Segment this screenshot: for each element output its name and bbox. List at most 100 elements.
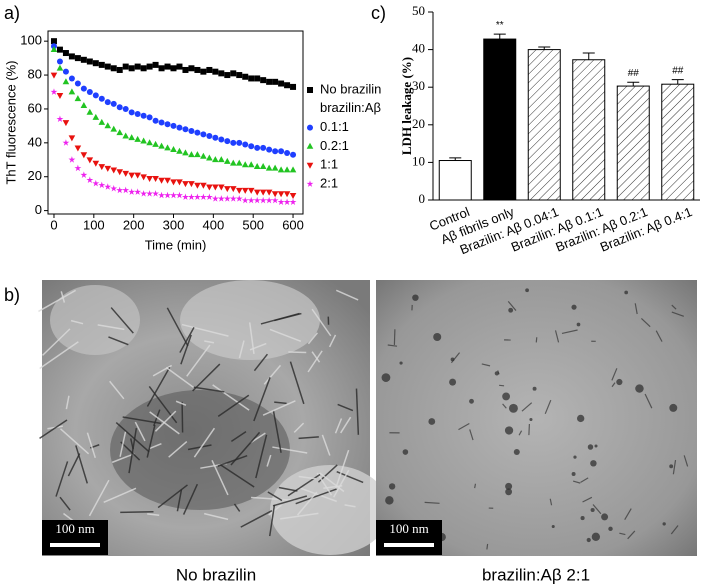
- data-point: [235, 187, 243, 194]
- fibril: [67, 453, 81, 477]
- fibril: [115, 421, 150, 453]
- bar: [438, 160, 472, 201]
- data-point: [122, 170, 129, 177]
- legend-title: brazilin:Aβ: [320, 100, 381, 115]
- fibril: [166, 307, 189, 347]
- particle: [502, 392, 510, 401]
- particle: [402, 449, 409, 455]
- data-point: [62, 50, 69, 57]
- image-caption: No brazilin: [176, 565, 256, 584]
- fibril: [269, 328, 302, 342]
- fibril: [335, 289, 359, 301]
- fibril: [59, 496, 71, 511]
- fibril: [293, 422, 305, 433]
- data-point: [289, 198, 297, 206]
- panel-label: b): [4, 285, 20, 305]
- fibril: [307, 350, 323, 373]
- fibril: [86, 432, 96, 459]
- x-axis-label: Time (min): [145, 237, 207, 252]
- data-point: [223, 157, 231, 164]
- data-point: [277, 166, 285, 173]
- data-point: [212, 156, 219, 163]
- data-point: [140, 65, 147, 72]
- bar: [572, 59, 606, 201]
- legend-marker: [306, 180, 314, 187]
- fibril: [88, 479, 110, 517]
- legend-label: 0.1:1: [320, 119, 349, 134]
- y-tick-label: 60: [28, 100, 42, 115]
- fibril: [110, 307, 134, 334]
- data-point: [260, 144, 267, 151]
- fibril: [219, 464, 255, 488]
- data-point: [212, 68, 219, 75]
- data-point: [253, 196, 261, 204]
- fibril: [344, 504, 356, 508]
- fibril: [240, 510, 273, 528]
- data-point: [271, 191, 279, 198]
- particle: [385, 496, 394, 505]
- fibril: [103, 487, 137, 503]
- data-point: [253, 162, 261, 169]
- data-point: [80, 56, 87, 63]
- fibril: [193, 386, 225, 393]
- data-point: [122, 186, 130, 194]
- data-point: [122, 105, 129, 112]
- fibril: [268, 504, 276, 537]
- fibril: [55, 461, 69, 497]
- fibril: [154, 410, 177, 432]
- fibril: [481, 363, 491, 367]
- fibril: [59, 428, 90, 455]
- fibril: [683, 455, 689, 467]
- legend-label: 0.2:1: [320, 138, 349, 153]
- fibril: [634, 303, 638, 315]
- particle: [669, 464, 674, 469]
- particle: [573, 455, 577, 459]
- data-point: [116, 186, 124, 194]
- particle: [608, 526, 613, 532]
- bar: [483, 38, 517, 201]
- y-tick-label: 0: [419, 191, 426, 206]
- data-point: [164, 63, 171, 70]
- axes: [432, 12, 700, 201]
- fibril: [268, 504, 282, 516]
- y-tick-label: 30: [412, 78, 425, 93]
- data-point: [146, 63, 153, 70]
- data-point: [224, 138, 231, 145]
- data-point: [80, 171, 88, 178]
- data-point: [158, 191, 165, 199]
- particle: [504, 426, 514, 435]
- data-point: [104, 165, 112, 172]
- fibril: [274, 401, 287, 405]
- fibril: [157, 484, 188, 509]
- data-point: [56, 92, 64, 99]
- data-point: [128, 134, 135, 141]
- data-point: [247, 187, 255, 194]
- particle: [508, 307, 514, 313]
- y-axis-label: LDH leakage (%): [399, 57, 414, 155]
- data-point: [254, 75, 261, 82]
- fibril: [187, 444, 212, 451]
- data-point: [68, 156, 76, 163]
- fibril: [611, 368, 618, 381]
- fibril: [298, 436, 319, 440]
- data-point: [158, 142, 165, 149]
- fibril: [334, 418, 343, 434]
- data-point: [104, 63, 111, 70]
- data-point: [98, 95, 105, 102]
- data-point: [110, 184, 118, 192]
- fibril: [580, 477, 589, 483]
- data-point: [182, 66, 189, 73]
- data-point: [146, 176, 153, 183]
- plot-frame: [47, 30, 304, 215]
- fibril: [233, 503, 241, 512]
- data-point: [194, 151, 201, 158]
- data-point: [182, 181, 189, 188]
- data-point: [110, 65, 117, 72]
- fibril: [671, 311, 684, 317]
- x-tick-label: 500: [242, 217, 264, 232]
- annotation: ##: [672, 65, 684, 76]
- fibril: [337, 403, 354, 412]
- data-point: [230, 139, 237, 146]
- data-point: [205, 193, 213, 200]
- data-point: [266, 78, 273, 85]
